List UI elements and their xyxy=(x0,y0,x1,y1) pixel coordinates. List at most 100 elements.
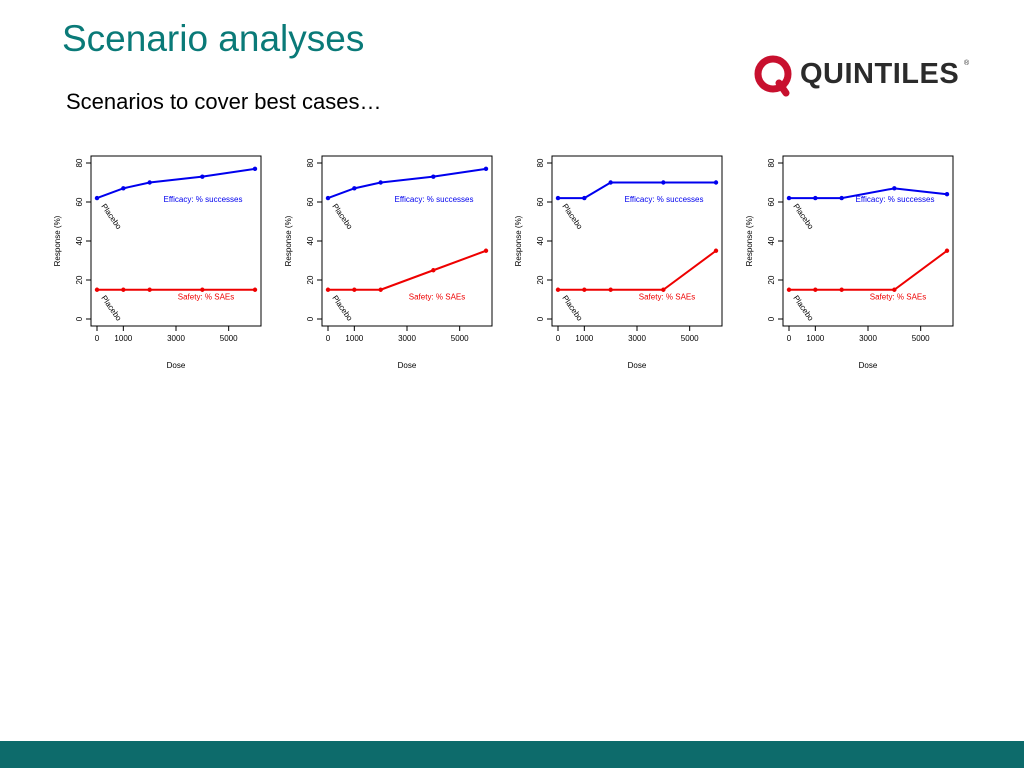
efficacy-point xyxy=(352,186,357,191)
safety-point xyxy=(483,248,489,253)
y-tick-label: 40 xyxy=(75,236,84,245)
y-tick-label: 40 xyxy=(306,236,315,245)
x-tick-label: 1000 xyxy=(575,334,593,343)
x-tick-label: 5000 xyxy=(451,334,469,343)
y-tick-label: 40 xyxy=(536,236,545,245)
safety-point xyxy=(555,287,561,292)
x-tick-label: 1000 xyxy=(806,334,824,343)
placebo-annotation: Placebo xyxy=(330,294,354,323)
placebo-annotation: Placebo xyxy=(560,294,584,323)
y-axis-label: Response (%) xyxy=(514,215,523,266)
x-tick-label: 5000 xyxy=(912,334,930,343)
x-tick-label: 0 xyxy=(326,334,331,343)
safety-point xyxy=(608,287,613,292)
y-tick-label: 60 xyxy=(75,197,84,206)
logo-ring-icon xyxy=(754,55,792,97)
placebo-annotation: Placebo xyxy=(791,202,815,231)
y-tick-label: 0 xyxy=(306,316,315,321)
efficacy-line xyxy=(327,167,487,200)
efficacy-point xyxy=(378,180,383,185)
efficacy-point xyxy=(608,180,613,185)
plot-frame xyxy=(90,155,262,327)
safety-point xyxy=(813,287,818,292)
efficacy-point xyxy=(839,195,844,201)
placebo-annotation: Placebo xyxy=(330,202,354,231)
efficacy-point xyxy=(94,195,100,201)
x-tick-label: 1000 xyxy=(345,334,363,343)
efficacy-point xyxy=(431,174,436,179)
efficacy-point xyxy=(713,180,719,185)
efficacy-point xyxy=(661,180,666,185)
x-axis-label: Dose xyxy=(628,361,647,370)
x-tick-label: 0 xyxy=(787,334,792,343)
safety-point xyxy=(325,287,331,292)
y-axis-label: Response (%) xyxy=(53,215,62,266)
placebo-annotation: Placebo xyxy=(791,294,815,323)
x-tick-label: 0 xyxy=(95,334,100,343)
efficacy-point xyxy=(582,195,587,201)
x-axis-label: Dose xyxy=(398,361,417,370)
x-tick-label: 0 xyxy=(556,334,561,343)
x-tick-label: 3000 xyxy=(628,334,646,343)
safety-point xyxy=(94,287,100,292)
y-tick-label: 20 xyxy=(306,275,315,284)
scenario-chart-2: 0 20 40 60 80 0 1000 3000 5000 Dose Response (%) Ef… xyxy=(277,150,507,380)
efficacy-series-label: Efficacy: % successes xyxy=(395,195,474,204)
x-tick-label: 1000 xyxy=(114,334,132,343)
safety-point xyxy=(147,287,152,292)
slide-title: Scenario analyses xyxy=(62,18,365,59)
logo-text: QUINTILES xyxy=(800,58,960,90)
safety-line xyxy=(558,249,717,291)
safety-point xyxy=(582,287,587,292)
plot-frame xyxy=(321,155,493,327)
efficacy-point xyxy=(252,166,258,172)
y-tick-label: 80 xyxy=(536,158,545,167)
safety-point xyxy=(892,287,897,292)
efficacy-point xyxy=(786,195,792,201)
slide-subtitle: Scenarios to cover best cases… xyxy=(66,89,382,114)
efficacy-series-label: Efficacy: % successes xyxy=(625,195,704,204)
scenario-chart-3: 0 20 40 60 80 0 1000 3000 5000 Dose Response (%) Ef… xyxy=(507,150,737,380)
y-tick-label: 0 xyxy=(75,316,84,321)
y-tick-label: 80 xyxy=(306,158,315,167)
safety-point xyxy=(944,248,950,253)
logo-trademark: ® xyxy=(964,60,970,67)
efficacy-point xyxy=(147,180,152,185)
safety-series-label: Safety: % SAEs xyxy=(870,293,926,302)
y-tick-label: 20 xyxy=(767,275,776,284)
x-axis-label: Dose xyxy=(859,361,878,370)
efficacy-point xyxy=(483,166,489,172)
scenario-charts: 0 20 40 60 80 0 1000 3000 5000 Dose Response (%) Ef… xyxy=(46,150,966,380)
y-tick-label: 20 xyxy=(536,275,545,284)
scenario-chart-4: 0 20 40 60 80 0 1000 3000 5000 Dose Response (%) Ef… xyxy=(738,150,968,380)
y-tick-label: 20 xyxy=(75,275,84,284)
x-tick-label: 5000 xyxy=(681,334,699,343)
efficacy-point xyxy=(325,195,331,201)
y-tick-label: 80 xyxy=(75,158,84,167)
placebo-annotation: Placebo xyxy=(560,202,584,231)
efficacy-point xyxy=(944,192,950,197)
safety-point xyxy=(786,287,792,292)
safety-point xyxy=(661,287,666,292)
safety-line xyxy=(328,249,487,291)
y-tick-label: 0 xyxy=(536,316,545,321)
efficacy-point xyxy=(555,195,561,201)
y-axis-label: Response (%) xyxy=(745,215,754,266)
quintiles-logo: QUINTILES ® xyxy=(752,53,982,97)
x-tick-label: 3000 xyxy=(167,334,185,343)
y-tick-label: 60 xyxy=(306,197,315,206)
x-tick-label: 5000 xyxy=(220,334,238,343)
safety-point xyxy=(121,287,126,292)
efficacy-series-label: Efficacy: % successes xyxy=(164,195,243,204)
x-tick-label: 3000 xyxy=(398,334,416,343)
plot-frame xyxy=(782,155,954,327)
y-tick-label: 0 xyxy=(767,316,776,321)
efficacy-point xyxy=(892,186,897,191)
footer-bar xyxy=(0,741,1024,768)
safety-series-label: Safety: % SAEs xyxy=(178,293,234,302)
efficacy-point xyxy=(813,195,818,201)
safety-point xyxy=(378,287,383,292)
safety-point xyxy=(352,287,357,292)
safety-line xyxy=(789,249,948,291)
efficacy-point xyxy=(200,174,205,179)
